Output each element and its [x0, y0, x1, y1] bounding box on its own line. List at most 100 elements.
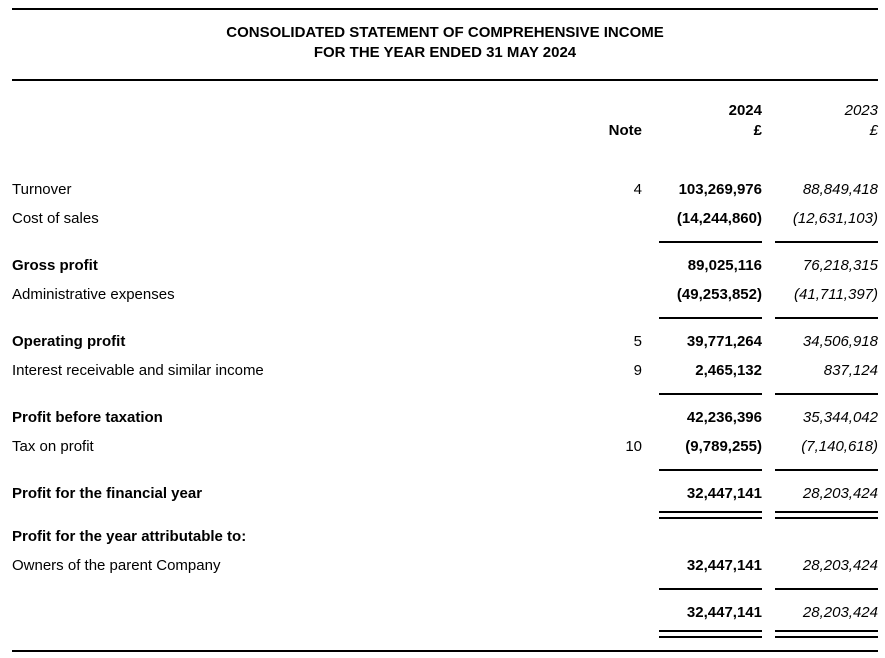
statement-row: Profit for the financial year 32,447,141 2…: [12, 479, 878, 508]
subtotal-rule-row: [12, 461, 878, 479]
single-rule-2024: [659, 317, 762, 320]
rule-cell-2024: [642, 461, 762, 479]
row-label: Interest receivable and similar income: [12, 362, 264, 379]
rule-cell-2024: [642, 508, 762, 522]
single-rule-2023: [775, 469, 878, 472]
row-label: Profit before taxation: [12, 409, 163, 426]
rule-cell-2023: [762, 385, 878, 403]
total-double-rule-row: [12, 627, 878, 641]
row-label: Operating profit: [12, 333, 126, 350]
statement-row: 32,447,141 28,203,424: [12, 598, 878, 627]
header-note-label: Note: [608, 122, 642, 139]
single-rule-2024: [659, 469, 762, 472]
row-amount-2023: (7,140,618): [801, 438, 878, 455]
row-amount-2024: 89,025,116: [687, 257, 762, 274]
row-amount-2024: 103,269,976: [678, 181, 762, 198]
title-line-2: FOR THE YEAR ENDED 31 MAY 2024: [313, 44, 577, 61]
rule-cell-2024: [642, 309, 762, 327]
row-note: 10: [625, 438, 642, 455]
row-label: Administrative expenses: [12, 286, 175, 303]
subtotal-rule-row: [12, 233, 878, 251]
subtotal-rule-row: [12, 309, 878, 327]
statement-row: Owners of the parent Company 32,447,141 28…: [12, 551, 878, 580]
single-rule-2023: [775, 241, 878, 244]
statement-row: Tax on profit 10 (9,789,255) (7,140,618): [12, 432, 878, 461]
statement-row: Profit for the year attributable to:: [12, 522, 878, 551]
statement-rows: Turnover 4 103,269,976 88,849,418 Cost of sa…: [12, 175, 878, 641]
row-amount-2023: 28,203,424: [802, 604, 878, 621]
statement-row: Gross profit 89,025,116 76,218,315: [12, 251, 878, 280]
row-amount-2023: 88,849,418: [802, 181, 878, 198]
header-currency-row: Note £ £: [12, 121, 878, 141]
rule-cell-2024: [642, 627, 762, 641]
rule-cell-2024: [642, 233, 762, 251]
row-amount-2024: (14,244,860): [676, 210, 762, 227]
row-amount-2024: 32,447,141: [686, 557, 762, 574]
single-rule-2024: [659, 393, 762, 396]
statement-row: Interest receivable and similar income 9 2…: [12, 356, 878, 385]
row-label: Gross profit: [12, 257, 98, 274]
double-rule-2023: [775, 630, 878, 639]
header-year-row: 2024 2023: [12, 101, 878, 121]
row-label: Profit for the year attributable to:: [12, 528, 247, 545]
row-amount-2023: 35,344,042: [802, 409, 878, 426]
row-amount-2023: 28,203,424: [802, 557, 878, 574]
row-label: Tax on profit: [12, 438, 94, 455]
title-line-1: CONSOLIDATED STATEMENT OF COMPREHENSIVE …: [226, 24, 664, 41]
row-amount-2023: (41,711,397): [794, 286, 878, 303]
row-amount-2024: (49,253,852): [676, 286, 762, 303]
rule-cell-2023: [762, 309, 878, 327]
statement-row: Profit before taxation 42,236,396 35,344,0…: [12, 403, 878, 432]
row-amount-2023: (12,631,103): [792, 210, 878, 227]
rule-cell-2023: [762, 508, 878, 522]
row-label: Profit for the financial year: [12, 485, 203, 502]
row-amount-2024: 2,465,132: [695, 362, 762, 379]
row-note: 5: [633, 333, 642, 350]
rule-cell-2023: [762, 627, 878, 641]
statement-row: Cost of sales (14,244,860) (12,631,103): [12, 204, 878, 233]
rule-cell-2024: [642, 580, 762, 598]
header-currency-2024: £: [753, 122, 762, 139]
top-rule: [12, 8, 878, 10]
row-amount-2024: 39,771,264: [686, 333, 762, 350]
row-amount-2024: 32,447,141: [686, 604, 762, 621]
single-rule-2023: [775, 588, 878, 591]
statement-title: CONSOLIDATED STATEMENT OF COMPREHENSIVE …: [12, 23, 878, 63]
rule-cell-2023: [762, 580, 878, 598]
row-label: Turnover: [12, 181, 72, 198]
rule-cell-2024: [642, 385, 762, 403]
bottom-rule: [12, 650, 878, 652]
header-currency-2023: £: [869, 122, 878, 139]
row-label: Cost of sales: [12, 210, 99, 227]
single-rule-2023: [775, 317, 878, 320]
single-rule-2024: [659, 241, 762, 244]
double-rule-2024: [659, 511, 762, 520]
single-rule-2023: [775, 393, 878, 396]
row-amount-2023: 76,218,315: [802, 257, 878, 274]
row-note: 9: [633, 362, 642, 379]
statement-row: Turnover 4 103,269,976 88,849,418: [12, 175, 878, 204]
row-amount-2023: 28,203,424: [802, 485, 878, 502]
header-year-2023: 2023: [844, 102, 878, 119]
row-amount-2024: (9,789,255): [685, 438, 762, 455]
row-note: 4: [633, 181, 642, 198]
subtotal-rule-row: [12, 385, 878, 403]
row-amount-2024: 42,236,396: [686, 409, 762, 426]
single-rule-2024: [659, 588, 762, 591]
double-rule-2024: [659, 630, 762, 639]
double-rule-2023: [775, 511, 878, 520]
row-amount-2023: 34,506,918: [802, 333, 878, 350]
header-rule: [12, 79, 878, 81]
row-amount-2024: 32,447,141: [686, 485, 762, 502]
rule-cell-2023: [762, 461, 878, 479]
statement-row: Operating profit 5 39,771,264 34,506,918: [12, 327, 878, 356]
subtotal-rule-row: [12, 580, 878, 598]
statement-row: Administrative expenses (49,253,852) (41,7…: [12, 280, 878, 309]
row-label: Owners of the parent Company: [12, 557, 221, 574]
row-amount-2023: 837,124: [823, 362, 878, 379]
header-year-2024: 2024: [728, 102, 762, 119]
rule-cell-2023: [762, 233, 878, 251]
column-headers: 2024 2023 Note £ £: [12, 101, 878, 141]
total-double-rule-row: [12, 508, 878, 522]
